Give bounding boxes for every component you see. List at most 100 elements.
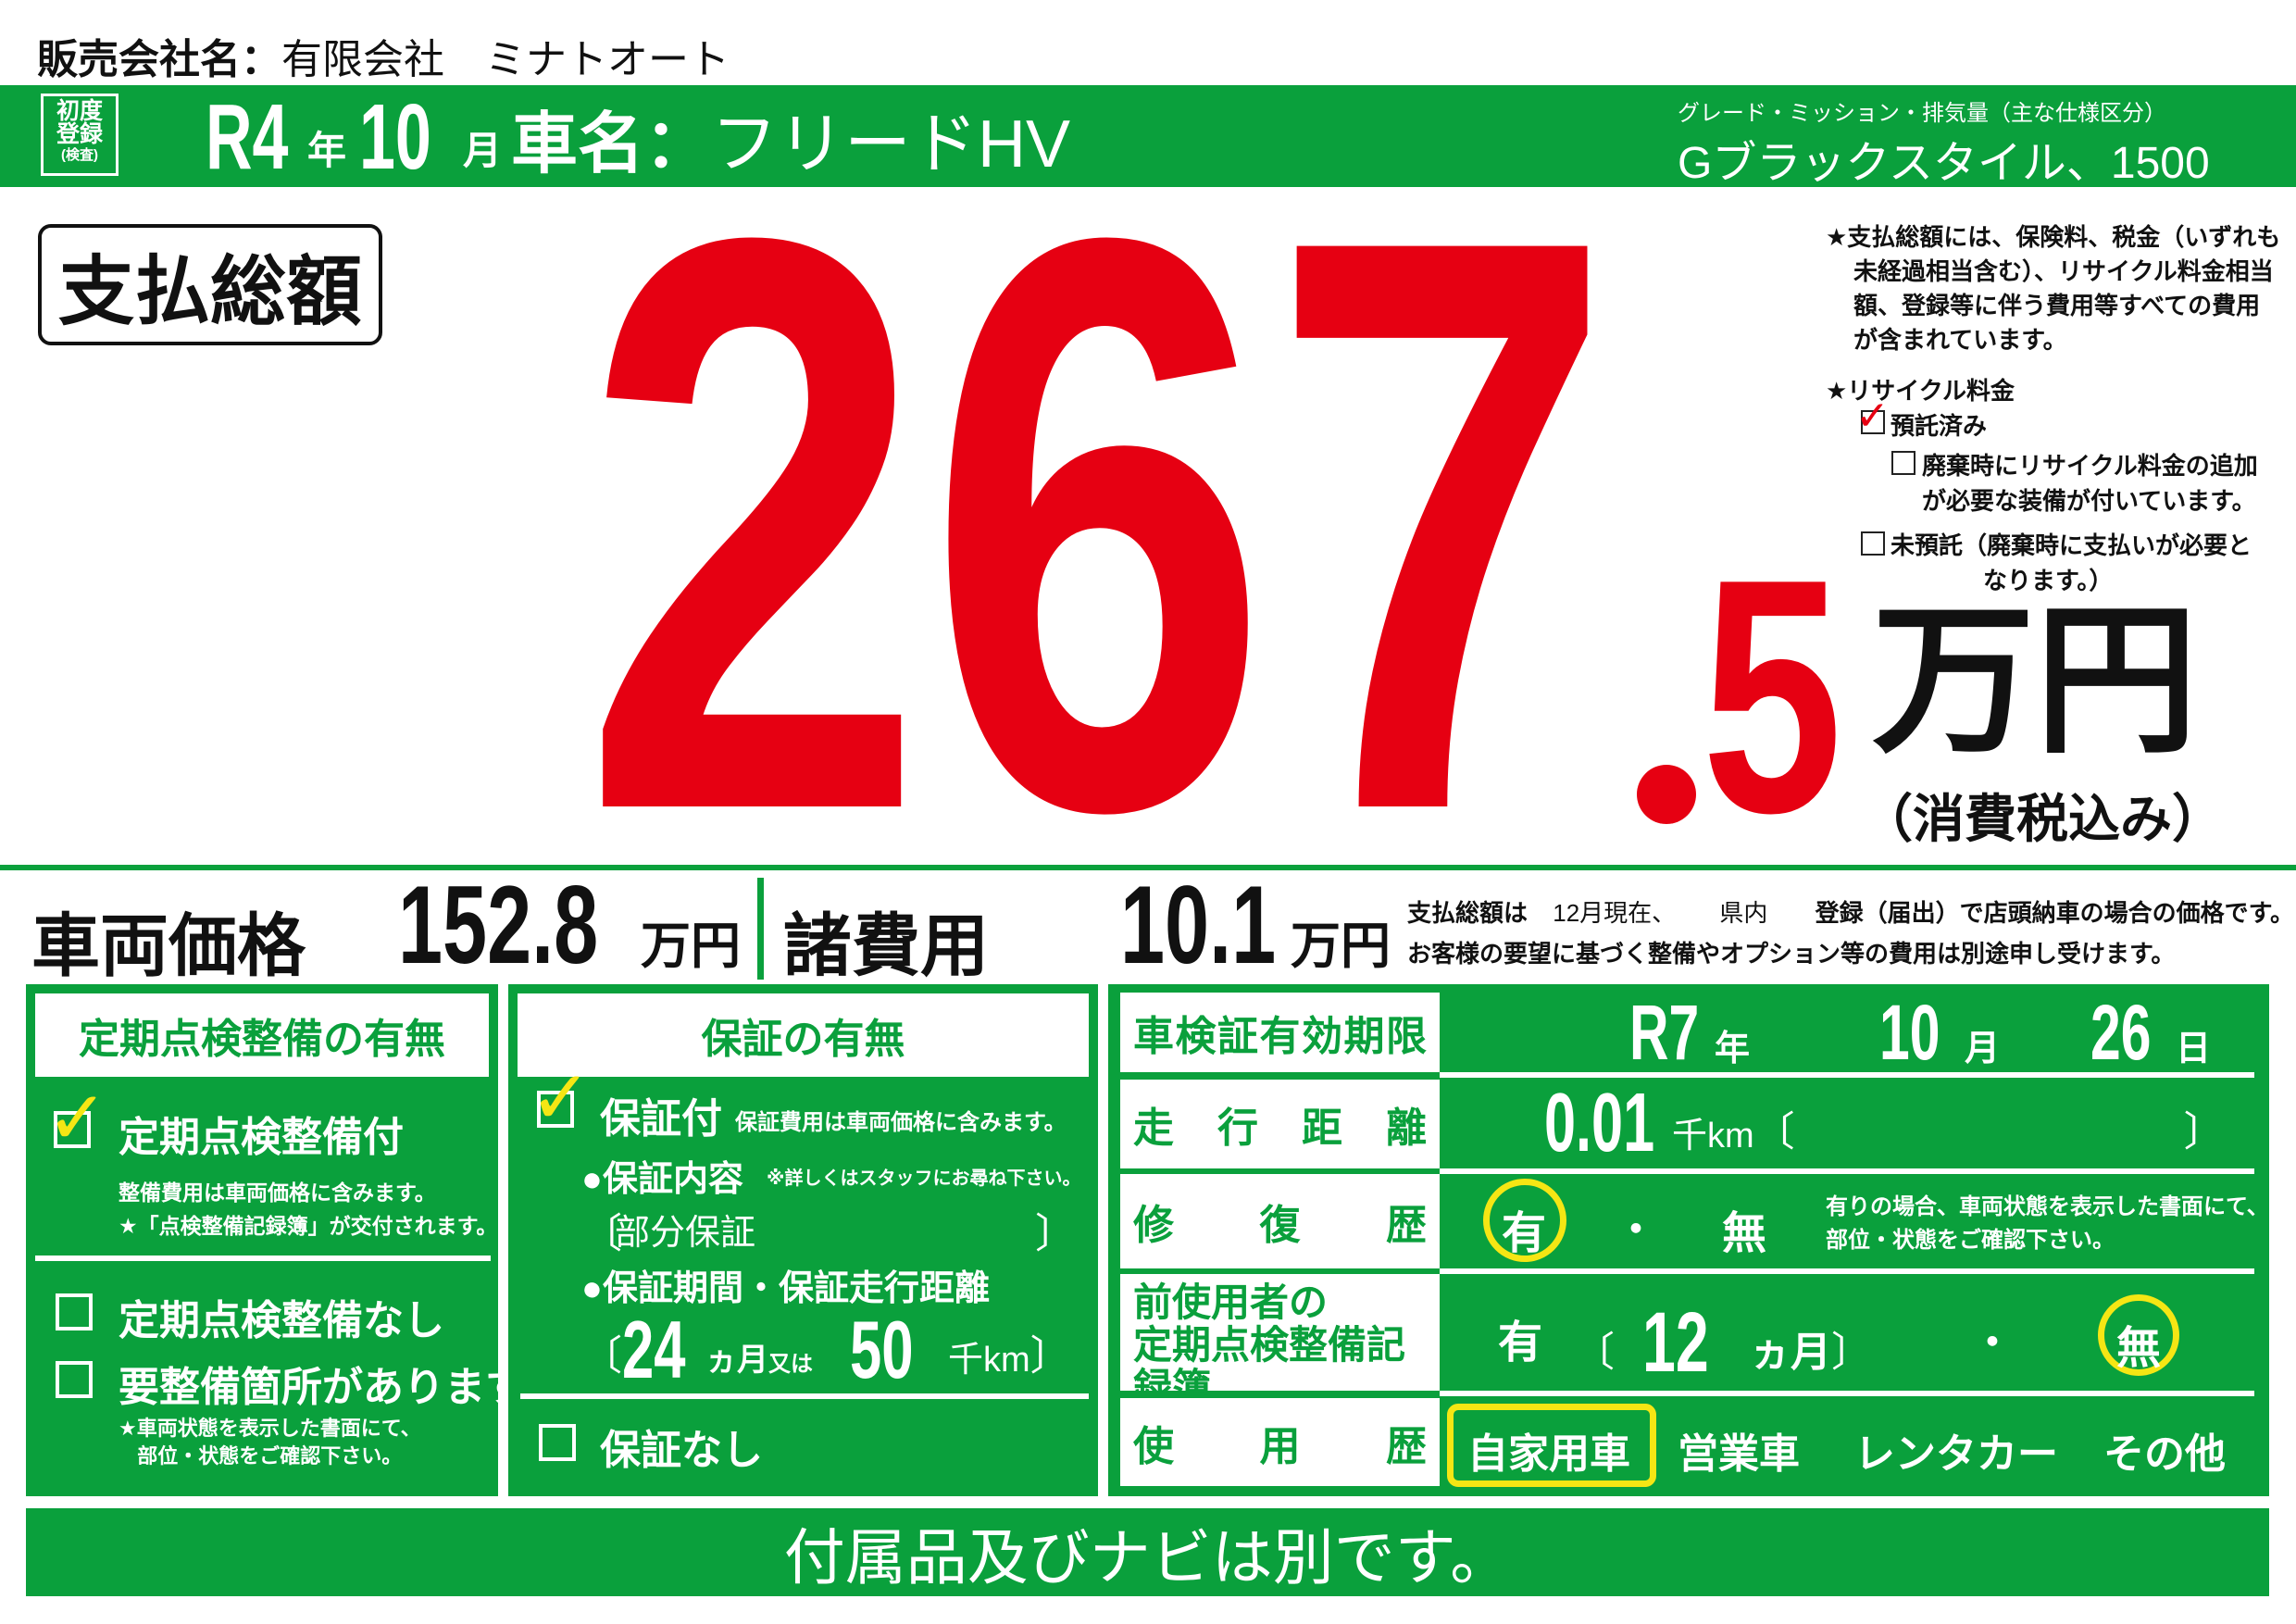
shaken-era-year: R7: [1629, 989, 1700, 1077]
repair-notes: ★車両状態を表示した書面にて、 部位・状態をご確認下さい。: [119, 1415, 421, 1470]
vehicle-price-label: 車両価格: [31, 907, 306, 984]
warranty-content-label: ●保証内容: [581, 1160, 743, 1199]
mileage: 0.01 千km 〔 〕: [1544, 1076, 2225, 1169]
shaken-day-unit: 日: [2176, 1030, 2212, 1068]
shaken-month-unit: 月: [1965, 1030, 2001, 1068]
records-months-value: 12: [1642, 1294, 1709, 1390]
records-months-unit: ヵ月: [1750, 1330, 1831, 1375]
inspection-without-label: 定期点検整備なし: [119, 1298, 444, 1343]
note-line: ★車両状態を表示した書面にて、: [119, 1417, 421, 1440]
total-price-note: ★支払総額には、保険料、税金（いずれも 未経過相当含む）、リサイクル料金相当 額…: [1826, 220, 2280, 357]
warranty-period-label: ●保証期間・保証走行距離: [581, 1269, 990, 1308]
warranty-with-note: 保証費用は車両価格に含みます。: [735, 1110, 1067, 1135]
note-line: ★「点検整備記録簿」が交付されます。: [119, 1214, 498, 1238]
note-line: 未経過相当含む）、リサイクル料金相当: [1853, 257, 2274, 285]
bracket-open: 〔: [1574, 1330, 1615, 1375]
divider: [520, 1393, 1089, 1399]
records-yes-option[interactable]: 有: [1498, 1318, 1543, 1368]
note-line: 有りの場合、車両状態を表示した書面にて、: [1826, 1194, 2269, 1219]
recycle-title: ★リサイクル料金: [1826, 377, 2015, 405]
usage-option-commercial[interactable]: 営業車: [1678, 1431, 1800, 1477]
records-no-option[interactable]: 無: [2116, 1324, 2162, 1373]
footer-note: 付属品及びナビは別です。: [26, 1508, 2269, 1596]
seller-line: 販売会社名：有限会社 ミナトオート: [37, 26, 730, 85]
usage-option-other[interactable]: その他: [2103, 1431, 2226, 1477]
recycle-deposited-checkbox[interactable]: [1861, 410, 1885, 434]
note-line: 部位・状態をご確認下さい。: [137, 1444, 403, 1468]
vehicle-price: 152.8 万円: [398, 869, 741, 981]
total-price-dot: [1637, 765, 1696, 824]
repair-note: 有りの場合、車両状態を表示した書面にて、 部位・状態をご確認下さい。: [1826, 1191, 2269, 1257]
warranty-or: 又は: [768, 1352, 813, 1377]
price-condition-line1: 支払総額は 12月現在、 県内 登録（届出）で店頭納車の場合の価格です。: [1407, 894, 2294, 929]
usage-option-private[interactable]: 自家用車: [1467, 1431, 1630, 1477]
recycle-not-deposited-checkbox[interactable]: [1861, 531, 1885, 556]
recycle-extra-checkbox[interactable]: [1891, 451, 1915, 475]
usage-option-rental[interactable]: レンタカー: [1854, 1431, 2058, 1477]
warranty-distance-unit: 千km: [948, 1341, 1030, 1380]
fees-value: 10.1: [1120, 863, 1277, 987]
bracket-close: 〕: [1035, 1211, 1076, 1256]
condition-month: 12月現在、: [1553, 899, 1677, 927]
separator: ・: [1616, 1207, 1656, 1253]
note-line: 整備費用は車両価格に含みます。: [119, 1181, 436, 1205]
note-line: が必要な装備が付いています。: [1922, 487, 2256, 515]
needs-repair-checkbox[interactable]: [56, 1361, 93, 1398]
bracket-close: 〕: [2183, 1109, 2225, 1155]
condition-prefecture: 県内: [1719, 899, 1768, 927]
mileage-value: 0.01: [1544, 1076, 1655, 1169]
inspection-without-checkbox[interactable]: [56, 1293, 93, 1330]
usage-label: 使用歴: [1120, 1398, 1440, 1486]
divider: [35, 1255, 491, 1261]
selected-circle: [2098, 1294, 2179, 1376]
warranty-with-checkbox[interactable]: [537, 1091, 574, 1128]
registration-date: R4 年 10 月 車名： フリードHV: [206, 89, 1070, 183]
inspection-with-notes: 整備費用は車両価格に含みます。 ★「点検整備記録簿」が交付されます。: [119, 1176, 497, 1243]
recycle-extra-label: 廃棄時にリサイクル料金の追加 が必要な装備が付いています。: [1922, 448, 2258, 518]
seller-label: 販売会社名：: [37, 37, 281, 82]
first-reg-line3: (検査): [61, 147, 98, 163]
fees: 10.1 万円: [1120, 869, 1391, 981]
grade-value: Gブラックスタイル、1500: [1678, 139, 2210, 188]
total-price-decimal-wrap: 5: [1702, 530, 1887, 863]
divider: [1440, 1391, 2254, 1396]
inspection-with-checkbox[interactable]: [54, 1111, 91, 1148]
repair-history-label: 修復歴: [1120, 1174, 1440, 1268]
total-price: 267: [581, 69, 1940, 980]
vehicle-price-value: 152.8: [398, 863, 599, 987]
note-line: 部位・状態をご確認下さい。: [1826, 1228, 2115, 1253]
records-months: 〔 12 ヵ月 〕: [1574, 1294, 1872, 1390]
total-price-integer: 267: [581, 69, 1615, 980]
note-line: なります。）: [1983, 567, 2114, 594]
price-condition-line2: お客様の要望に基づく整備やオプション等の費用は別途申し受けます。: [1407, 940, 2176, 968]
repair-no-option[interactable]: 無: [1722, 1209, 1767, 1258]
first-reg-line1: 初度: [56, 98, 103, 124]
grade-label: グレード・ミッション・排気量（主な仕様区分）: [1678, 101, 2166, 126]
first-registration-badge: 初度 登録 (検査): [41, 94, 119, 176]
warranty-without-checkbox[interactable]: [539, 1424, 576, 1461]
car-name-label: 車名：: [511, 106, 712, 181]
header-band: [0, 85, 2296, 187]
note-line: が含まれています。: [1853, 326, 2067, 354]
bracket-open: 〔: [581, 1333, 622, 1379]
shaken-date: R7 年 10 月 26 日: [1629, 989, 2212, 1077]
condition-text: 支払総額は: [1407, 899, 1529, 927]
warranty-months-unit: ヵ月: [705, 1343, 768, 1378]
yellow-check-icon: ✓: [530, 1056, 593, 1139]
red-check-icon: ✓: [1855, 394, 1890, 439]
shaken-month: 10: [1879, 989, 1940, 1077]
needs-repair-label: 要整備箇所があります: [119, 1365, 526, 1410]
label-text: 定期点検整備記録簿: [1133, 1323, 1406, 1410]
shaken-day: 26: [2090, 989, 2152, 1077]
label-text: 走行距離: [1133, 1106, 1427, 1151]
shaken-year-unit: 年: [1715, 1030, 1751, 1068]
selected-box: [1447, 1404, 1656, 1487]
note-line: 未預託（廃棄時に支払いが必要と: [1890, 531, 2252, 559]
repair-yes-option[interactable]: 有: [1502, 1209, 1547, 1258]
vehicle-price-unit: 万円: [641, 918, 741, 974]
warranty-without-label: 保証なし: [600, 1428, 763, 1473]
tax-included-note: （消費税込み）: [1861, 790, 2224, 848]
mileage-unit: 千km: [1672, 1117, 1754, 1156]
divider: [1440, 1268, 2254, 1274]
divider: [1440, 1072, 2254, 1078]
